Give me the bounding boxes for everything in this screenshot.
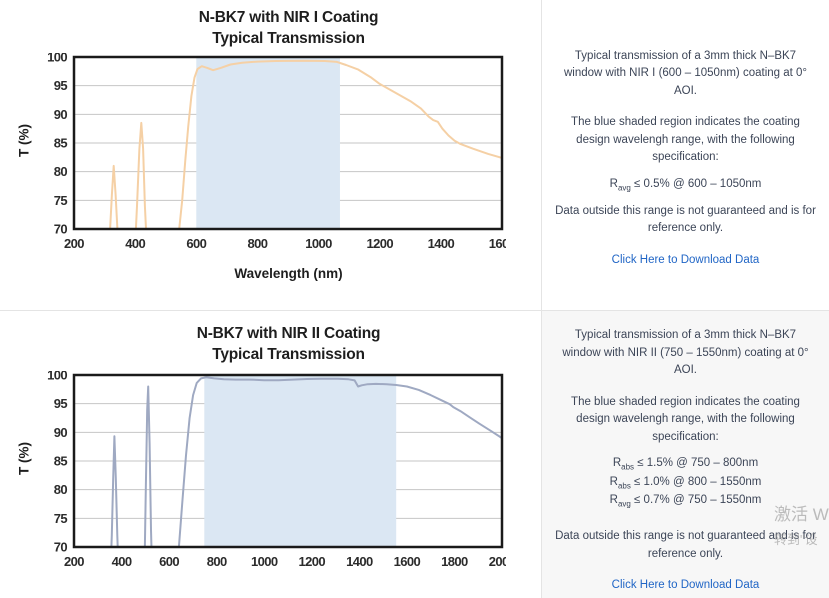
chart-title-line2: Typical Transmission: [212, 346, 365, 364]
spec-list: Rabs ≤ 1.5% @ 750 – 800nm Rabs ≤ 1.0% @ …: [610, 455, 762, 510]
svg-text:85: 85: [53, 135, 67, 150]
chart-plot-wrap-nir2: T (%) 70 75 80 85 90 95 100 200 400 600 800 1000 120…: [16, 367, 516, 577]
svg-text:1600: 1600: [393, 554, 420, 569]
watermark-line1: 激活 W: [774, 505, 829, 524]
panel-shaded-text: The blue shaded region indicates the coa…: [571, 395, 800, 443]
download-data-link[interactable]: Click Here to Download Data: [611, 579, 760, 592]
spec-condition: ≤ 0.7% @ 750 – 1550nm: [630, 493, 762, 506]
chart-title-line2: Typical Transmission: [212, 30, 365, 48]
chart-area-nir2: N-BK7 with NIR II Coating Typical Transm…: [0, 311, 541, 598]
info-panel-nir1: Typical transmission of a 3mm thick N–BK…: [541, 0, 829, 310]
svg-text:800: 800: [247, 236, 267, 251]
svg-text:400: 400: [111, 554, 131, 569]
x-axis-label-nir1: Wavelength (nm): [234, 265, 343, 281]
spec-symbol: R: [609, 475, 618, 488]
panel-disclaimer-text: Data outside this range is not guarantee…: [555, 530, 816, 560]
svg-text:600: 600: [186, 236, 206, 251]
panel-intro-text: Typical transmission of a 3mm thick N–BK…: [562, 329, 809, 377]
spec-line: Ravg ≤ 0.7% @ 750 – 1550nm: [610, 492, 762, 510]
svg-text:80: 80: [53, 164, 67, 179]
spec-symbol: R: [612, 457, 622, 470]
svg-text:90: 90: [53, 107, 67, 122]
svg-text:800: 800: [206, 554, 226, 569]
svg-text:1000: 1000: [250, 554, 277, 569]
panel-intro-text: Typical transmission of a 3mm thick N–BK…: [563, 49, 808, 97]
spec-list: Ravg ≤ 0.5% @ 600 – 1050nm: [610, 176, 762, 194]
spec-condition: ≤ 0.5% @ 600 – 1050nm: [630, 177, 762, 190]
svg-text:1400: 1400: [427, 236, 454, 251]
spec-condition: ≤ 1.0% @ 800 – 1550nm: [630, 475, 762, 488]
svg-text:85: 85: [53, 453, 67, 468]
spec-subscript: avg: [617, 499, 631, 509]
svg-text:100: 100: [47, 371, 67, 383]
svg-text:95: 95: [53, 396, 67, 411]
chart-title-line1: N-BK7 with NIR II Coating: [196, 325, 381, 342]
svg-text:600: 600: [159, 554, 179, 569]
svg-text:1200: 1200: [366, 236, 393, 251]
chart-area-nir1: N-BK7 with NIR I Coating Typical Transmi…: [0, 0, 541, 310]
svg-text:1000: 1000: [305, 236, 332, 251]
svg-text:75: 75: [53, 511, 67, 526]
svg-text:90: 90: [53, 425, 67, 440]
svg-text:95: 95: [53, 78, 67, 93]
svg-text:100: 100: [47, 53, 67, 65]
svg-text:1200: 1200: [298, 554, 325, 569]
svg-text:1400: 1400: [346, 554, 373, 569]
spec-symbol: R: [609, 177, 618, 190]
section-nir2: N-BK7 with NIR II Coating Typical Transm…: [0, 310, 829, 598]
svg-text:70: 70: [53, 221, 67, 236]
spec-line: Rabs ≤ 1.0% @ 800 – 1550nm: [610, 474, 762, 492]
svg-text:80: 80: [53, 482, 67, 497]
svg-text:400: 400: [125, 236, 145, 251]
svg-text:200: 200: [64, 236, 84, 251]
download-data-link[interactable]: Click Here to Download Data: [611, 253, 760, 266]
spec-subscript: abs: [621, 462, 635, 472]
info-panel-nir2: Typical transmission of a 3mm thick N–BK…: [541, 311, 829, 598]
spec-symbol: R: [609, 493, 618, 506]
chart-title-nir1: N-BK7 with NIR I Coating Typical Transmi…: [36, 7, 506, 50]
spec-subscript: avg: [617, 182, 631, 192]
svg-text:1600: 1600: [488, 236, 505, 251]
svg-text:70: 70: [53, 539, 67, 554]
transmission-chart-nir1: 70 75 80 85 90 95 100 200 400 600 800 1000 1200 1400 1…: [47, 49, 516, 251]
section-nir1: N-BK7 with NIR I Coating Typical Transmi…: [0, 0, 829, 310]
y-axis-label-nir2: T (%): [16, 441, 31, 475]
spec-condition: ≤ 1.5% @ 750 – 800nm: [634, 457, 759, 470]
transmission-chart-nir2: 70 75 80 85 90 95 100 200 400 600 800 1000 1200 1400 1…: [47, 367, 516, 569]
svg-text:2000: 2000: [488, 554, 505, 569]
chart-title-nir2: N-BK7 with NIR II Coating Typical Transm…: [36, 323, 506, 366]
svg-text:1800: 1800: [441, 554, 468, 569]
spec-subscript: abs: [617, 480, 631, 490]
chart-title-line1: N-BK7 with NIR I Coating: [198, 9, 379, 26]
panel-disclaimer-text: Data outside this range is not guarantee…: [555, 204, 816, 235]
spec-line: Rabs ≤ 1.5% @ 750 – 800nm: [610, 455, 762, 473]
y-axis-label-nir1: T (%): [16, 123, 31, 157]
svg-text:75: 75: [53, 193, 67, 208]
spec-line: Ravg ≤ 0.5% @ 600 – 1050nm: [610, 176, 762, 194]
chart-plot-wrap-nir1: T (%) 70 75 80 85 90 95 100 200 400 600 800 1000 120…: [16, 49, 516, 259]
svg-text:200: 200: [64, 554, 84, 569]
panel-shaded-text: The blue shaded region indicates the coa…: [571, 116, 800, 164]
